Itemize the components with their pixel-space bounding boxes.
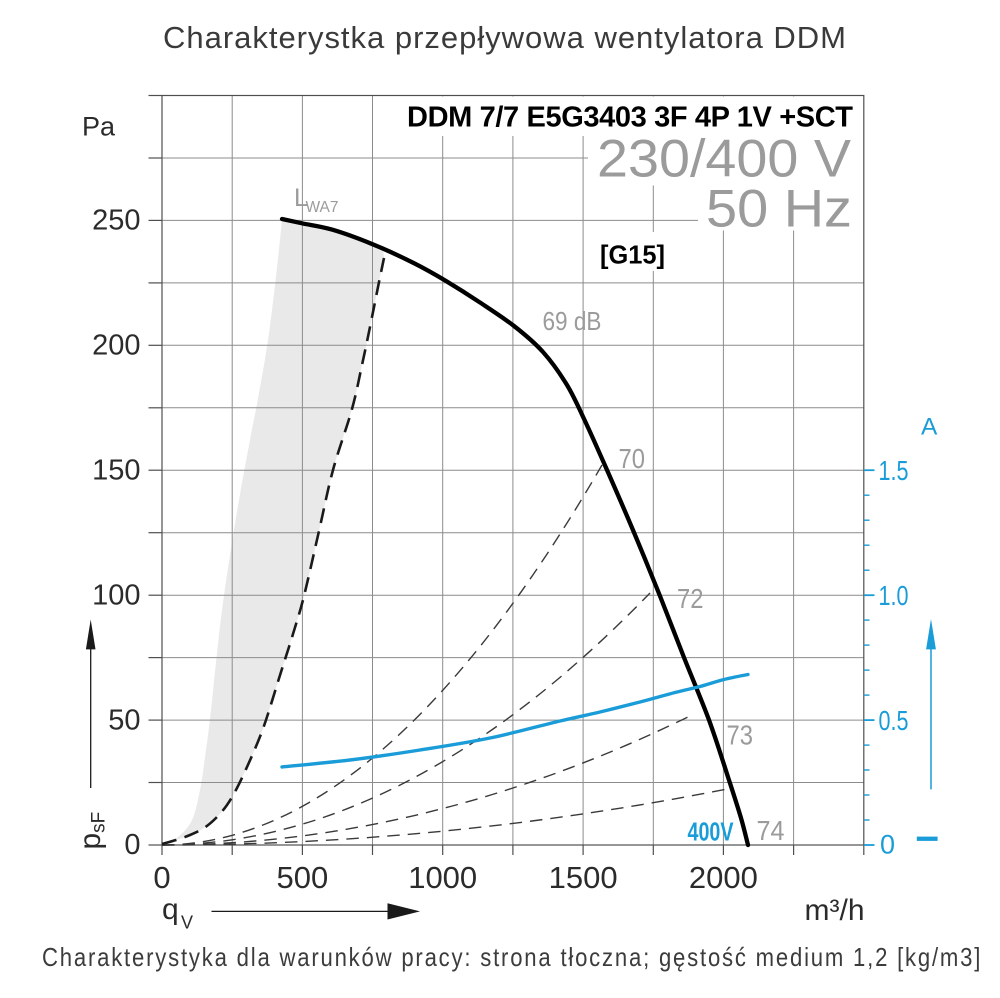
svg-text:72: 72 xyxy=(677,583,704,614)
svg-text:WA7: WA7 xyxy=(306,199,339,216)
svg-text:150: 150 xyxy=(92,455,140,487)
svg-text:0: 0 xyxy=(153,860,170,895)
svg-text:250: 250 xyxy=(92,205,140,237)
svg-text:psF: psF xyxy=(74,812,110,850)
svg-text:200: 200 xyxy=(92,330,140,362)
svg-text:69 dB: 69 dB xyxy=(543,306,602,336)
svg-text:m³/h: m³/h xyxy=(805,894,865,927)
svg-text:500: 500 xyxy=(277,860,329,895)
svg-text:2000: 2000 xyxy=(689,860,758,895)
svg-text:Pa: Pa xyxy=(82,112,116,142)
svg-text:0: 0 xyxy=(880,830,895,860)
svg-text:Charakterystka przepływowa wen: Charakterystka przepływowa wentylatora D… xyxy=(163,20,846,55)
svg-text:L: L xyxy=(294,184,308,212)
svg-text:1500: 1500 xyxy=(549,860,618,895)
svg-text:73: 73 xyxy=(727,720,754,751)
svg-text:V: V xyxy=(181,913,193,933)
svg-text:74: 74 xyxy=(757,815,785,846)
svg-text:400V: 400V xyxy=(688,819,734,847)
svg-text:50 Hz: 50 Hz xyxy=(706,180,852,239)
svg-text:q: q xyxy=(162,893,179,926)
svg-text:[G15]: [G15] xyxy=(600,240,665,270)
svg-text:230/400 V: 230/400 V xyxy=(597,130,852,189)
svg-text:70: 70 xyxy=(619,443,646,474)
svg-text:1.0: 1.0 xyxy=(879,580,909,611)
svg-text:0: 0 xyxy=(124,829,140,861)
svg-text:0.5: 0.5 xyxy=(879,705,909,736)
svg-text:50: 50 xyxy=(108,704,140,736)
svg-text:1000: 1000 xyxy=(408,860,477,895)
svg-text:100: 100 xyxy=(92,579,140,611)
svg-text:DDM 7/7 E5G3403 3F 4P 1V +SCT: DDM 7/7 E5G3403 3F 4P 1V +SCT xyxy=(407,102,853,134)
svg-text:1.5: 1.5 xyxy=(879,455,909,486)
svg-text:A: A xyxy=(921,414,938,441)
